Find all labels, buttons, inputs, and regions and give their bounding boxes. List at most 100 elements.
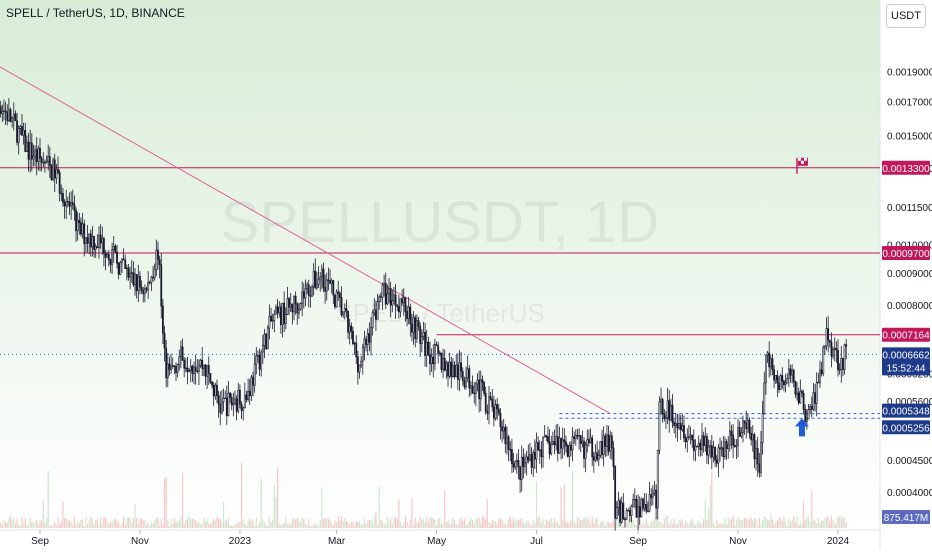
candle-body	[535, 442, 538, 460]
candle-body	[460, 362, 463, 372]
volume-bar	[730, 518, 733, 528]
candle-body	[429, 354, 431, 365]
candle-body	[163, 333, 166, 349]
volume-bar	[630, 518, 633, 528]
volume-bar	[103, 516, 105, 528]
candle-body	[47, 156, 50, 162]
volume-bar	[517, 520, 520, 528]
candle-body	[342, 311, 345, 316]
volume-bar	[596, 517, 598, 528]
candle-body	[643, 504, 646, 509]
volume-bar	[160, 518, 162, 528]
candle-body	[311, 286, 313, 297]
volume-bar	[824, 518, 826, 528]
volume-bar	[144, 520, 146, 528]
x-tick-label: 2023	[229, 536, 252, 547]
volume-bar	[321, 487, 323, 528]
volume-bar	[101, 524, 103, 528]
volume-bar	[547, 521, 549, 528]
volume-bar	[819, 521, 821, 528]
volume-bar	[671, 523, 674, 528]
candle-body	[109, 259, 112, 265]
volume-bar	[589, 523, 592, 528]
volume-bar	[265, 525, 267, 528]
candle-body	[599, 441, 602, 456]
candle-body	[44, 161, 46, 164]
volume-bar	[685, 520, 687, 528]
candle-body	[678, 422, 680, 429]
candle-body	[217, 395, 220, 405]
volume-bar	[734, 524, 736, 528]
volume-bar	[447, 520, 449, 528]
candle-body	[350, 325, 353, 332]
volume-bar	[262, 519, 264, 528]
currency-button[interactable]: USDT	[886, 4, 926, 28]
candle-body	[356, 356, 359, 373]
candle-body	[137, 275, 140, 292]
volume-bar	[748, 519, 751, 528]
volume-bar	[763, 516, 765, 528]
candle-body	[674, 423, 677, 426]
candle-body	[324, 287, 327, 292]
candle-body	[279, 306, 282, 325]
volume-bar	[455, 524, 457, 528]
candle-body	[368, 333, 371, 343]
volume-bar	[801, 525, 803, 528]
volume-bar	[648, 525, 651, 528]
candle-body	[230, 397, 233, 406]
candle-body	[840, 357, 843, 370]
volume-bar	[100, 517, 102, 528]
volume-bar	[686, 522, 688, 528]
candle-body	[625, 510, 628, 520]
volume-bar	[131, 523, 133, 528]
volume-bar	[9, 516, 12, 528]
volume-bar	[193, 519, 195, 528]
candle-body	[299, 303, 302, 310]
candle-body	[783, 380, 785, 386]
candle-body	[268, 315, 271, 329]
checkered-flag-icon	[796, 157, 808, 174]
volume-bar	[0, 522, 2, 528]
candle-body	[14, 113, 17, 122]
volume-bar	[136, 517, 138, 528]
volume-bar	[214, 520, 216, 528]
volume-bar	[735, 519, 738, 528]
volume-bar	[281, 523, 284, 528]
volume-bar	[77, 520, 79, 528]
volume-bar	[776, 520, 778, 528]
candle-body	[843, 344, 846, 370]
volume-bar	[650, 521, 652, 528]
candle-body	[75, 210, 77, 232]
volume-bar	[258, 522, 261, 528]
volume-bar	[511, 521, 513, 528]
candle-body	[743, 420, 746, 424]
candle-body	[142, 290, 145, 295]
candle-body	[371, 312, 374, 328]
volume-bar	[145, 524, 148, 528]
volume-bar	[354, 524, 356, 528]
volume-bar	[657, 516, 659, 528]
candle-body	[325, 279, 328, 292]
candle-body	[304, 288, 307, 299]
candle-body	[86, 237, 89, 244]
volume-bar	[588, 518, 590, 528]
candle-body	[496, 404, 499, 410]
candle-body	[738, 427, 741, 437]
volume-bar	[457, 524, 459, 528]
candle-body	[391, 300, 394, 306]
volume-bar	[345, 521, 348, 528]
volume-bar	[83, 525, 85, 528]
candle-body	[807, 409, 810, 420]
volume-bar	[816, 522, 818, 528]
candle-body	[427, 341, 430, 355]
volume-bar	[175, 521, 177, 528]
candle-body	[71, 202, 74, 206]
volume-bar	[449, 523, 451, 528]
volume-bar	[36, 519, 38, 528]
candle-body	[314, 270, 317, 289]
candle-body	[565, 441, 567, 447]
volume-bar	[503, 522, 505, 528]
candle-body	[383, 282, 386, 286]
